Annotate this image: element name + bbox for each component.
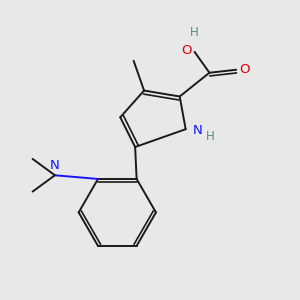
Text: O: O xyxy=(181,44,192,57)
Text: O: O xyxy=(239,63,250,76)
Text: N: N xyxy=(193,124,203,137)
Text: H: H xyxy=(206,130,214,143)
Text: N: N xyxy=(50,159,60,172)
Text: H: H xyxy=(190,26,199,38)
